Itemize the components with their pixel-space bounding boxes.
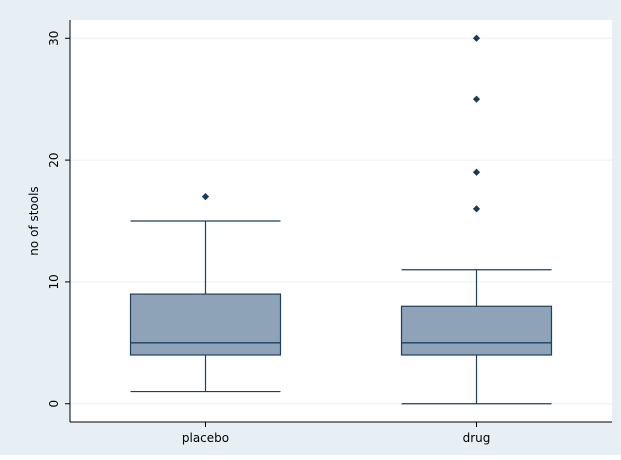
outlier-point [472,34,481,42]
interquartile-box [129,293,282,356]
axes: 0 10 20 30 placebo drug [47,20,612,445]
x-tick-label: drug [463,431,491,445]
y-tick-label: 10 [47,274,61,289]
outlier-point [472,205,481,213]
outlier-point [201,193,210,201]
x-tick-label: placebo [182,431,229,445]
interquartile-box [400,305,553,356]
outlier-point [472,168,481,176]
box-drug [400,34,553,405]
box-placebo [129,193,282,393]
y-tick-label: 0 [47,400,61,408]
outlier-point [472,95,481,103]
y-tick-label: 30 [47,31,61,46]
box-series [129,34,553,405]
y-axis-title: no of stools [27,186,41,255]
y-tick-label: 20 [47,152,61,167]
